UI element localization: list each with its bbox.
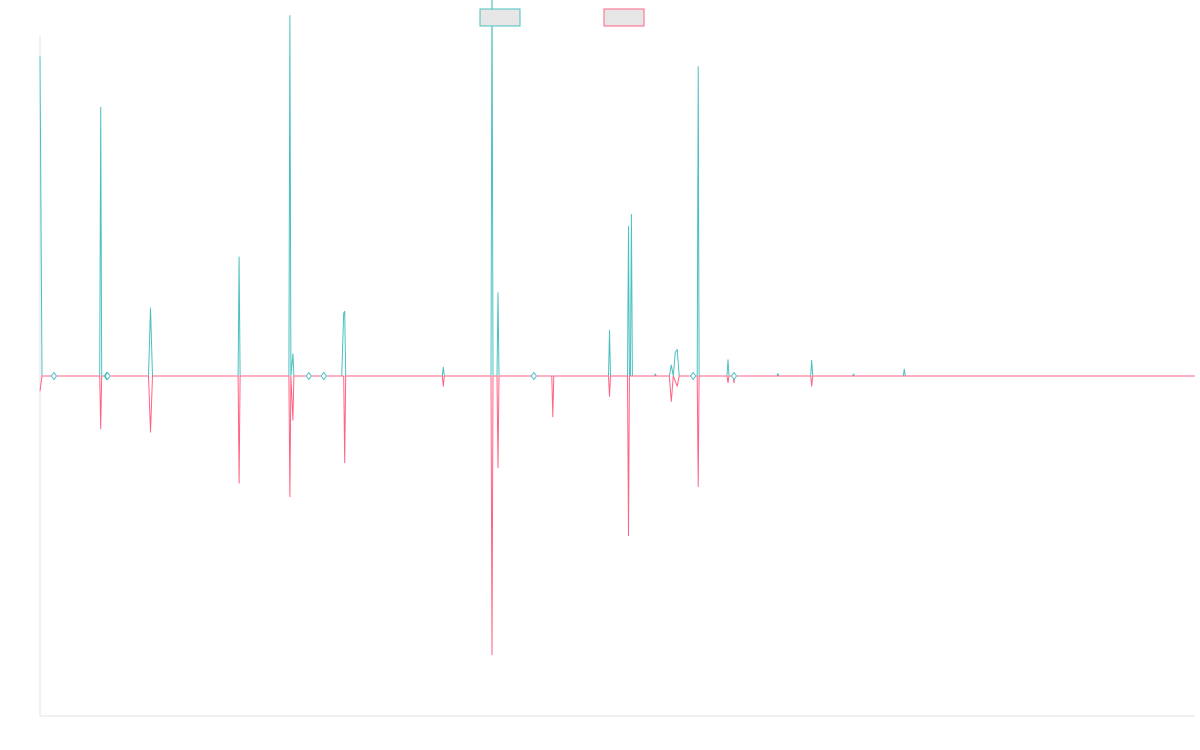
chart-axes <box>39 36 1195 717</box>
data-point-marker-7 <box>690 371 697 381</box>
legend-item-1[interactable] <box>479 8 521 27</box>
series-line-1 <box>39 0 1195 377</box>
data-point-marker-1 <box>50 371 58 381</box>
data-point-marker-5 <box>320 371 327 381</box>
legend-swatch-2[interactable] <box>603 8 645 27</box>
series-line-2 <box>39 375 1195 656</box>
data-point-marker-6 <box>530 371 537 381</box>
legend[interactable] <box>479 8 645 27</box>
data-point-marker-8 <box>730 371 738 381</box>
series-layer <box>39 0 1195 656</box>
legend-swatch-1[interactable] <box>479 8 521 27</box>
data-point-marker-4 <box>305 371 312 381</box>
data-point-marker-3 <box>104 371 111 381</box>
legend-item-2[interactable] <box>603 8 645 27</box>
marker-layer <box>50 371 738 381</box>
